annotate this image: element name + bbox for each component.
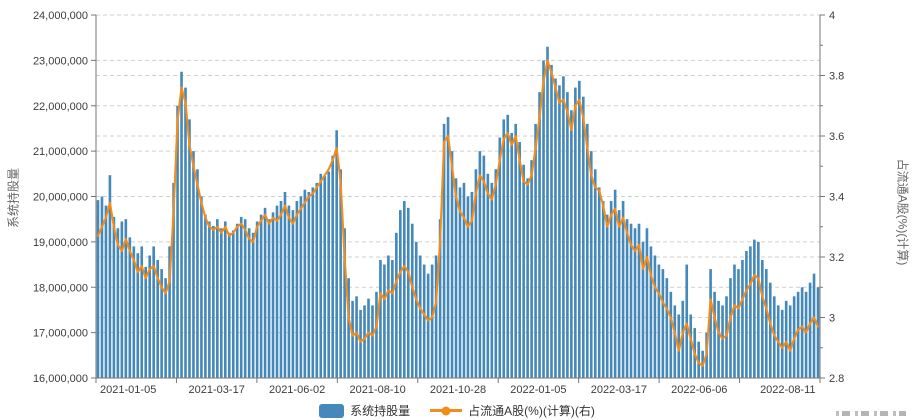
legend: 系统持股量 占流通A股(%)(计算)(右) xyxy=(0,402,914,419)
right-axis-tick-label: 3.8 xyxy=(829,71,844,83)
x-axis-tick-label: 2021-10-28 xyxy=(430,384,486,396)
x-axis-tick-label: 2022-01-05 xyxy=(510,384,566,396)
left-axis-tick-label: 19,000,000 xyxy=(33,237,88,249)
x-axis-tick-label: 2021-03-17 xyxy=(189,384,245,396)
clipped-watermark xyxy=(836,411,906,416)
left-axis-tick-label: 16,000,000 xyxy=(33,373,88,385)
legend-label-pct: 占流通A股(%)(计算)(右) xyxy=(468,404,595,418)
right-axis-tick-label: 3.2 xyxy=(829,252,844,264)
axes: 16,000,000 17,000,000 18,000,000 19,000,000… xyxy=(33,10,844,396)
right-axis-tick-label: 3 xyxy=(829,313,835,325)
left-axis-tick-label: 18,000,000 xyxy=(33,282,88,294)
pct-line-series[interactable] xyxy=(96,59,820,367)
right-axis-tick-label: 3.6 xyxy=(829,131,844,143)
line-marker-icon xyxy=(430,404,463,418)
x-axis-tick-label: 2022-08-11 xyxy=(760,384,815,396)
right-axis-title: 占流通A股(%)(计算) xyxy=(895,158,910,266)
legend-item-pct[interactable]: 占流通A股(%)(计算)(右) xyxy=(430,402,595,419)
left-axis-tick-label: 24,000,000 xyxy=(33,10,88,22)
left-axis-tick-label: 17,000,000 xyxy=(33,328,88,340)
x-axis-tick-label: 2021-08-10 xyxy=(349,384,405,396)
right-axis-tick-label: 3.4 xyxy=(829,192,844,204)
x-axis-tick-label: 2022-03-17 xyxy=(591,384,647,396)
right-axis-tick-label: 2.8 xyxy=(829,373,844,385)
left-axis-tick-label: 20,000,000 xyxy=(33,192,88,204)
left-axis-tick-label: 22,000,000 xyxy=(33,101,88,113)
left-axis-tick-label: 21,000,000 xyxy=(33,146,88,158)
holdings-bars-series[interactable] xyxy=(96,46,820,379)
legend-label-holdings: 系统持股量 xyxy=(350,404,411,418)
left-axis-title: 系统持股量 xyxy=(6,167,21,229)
left-axis-tick-label: 23,000,000 xyxy=(33,55,88,67)
x-axis-tick-label: 2021-01-05 xyxy=(100,384,156,396)
x-axis-tick-label: 2022-06-06 xyxy=(671,384,727,396)
legend-item-holdings[interactable]: 系统持股量 xyxy=(319,402,410,419)
bar-swatch-icon xyxy=(319,403,345,418)
x-axis-tick-label: 2021-06-02 xyxy=(269,384,325,396)
right-axis-tick-label: 4 xyxy=(829,10,835,22)
